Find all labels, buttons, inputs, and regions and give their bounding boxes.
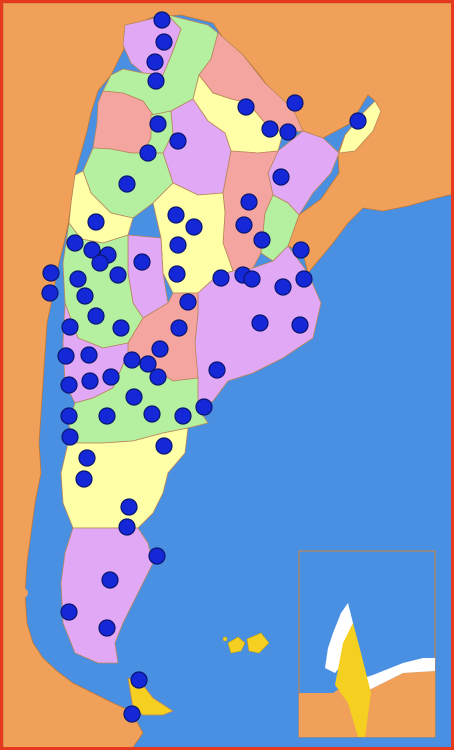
- location-marker-m3[interactable]: [146, 53, 164, 71]
- location-marker-m71[interactable]: [98, 619, 116, 637]
- location-marker-m62[interactable]: [61, 428, 79, 446]
- location-marker-m7[interactable]: [349, 112, 367, 130]
- location-marker-m25[interactable]: [91, 254, 109, 272]
- location-marker-m72[interactable]: [130, 671, 148, 689]
- location-marker-m18[interactable]: [87, 213, 105, 231]
- location-marker-m32[interactable]: [212, 269, 230, 287]
- location-marker-m38[interactable]: [76, 287, 94, 305]
- location-marker-m44[interactable]: [251, 314, 269, 332]
- location-marker-m16[interactable]: [235, 216, 253, 234]
- location-marker-m43[interactable]: [170, 319, 188, 337]
- location-marker-m1[interactable]: [153, 11, 171, 29]
- location-marker-m35[interactable]: [295, 270, 313, 288]
- location-marker-m36[interactable]: [274, 278, 292, 296]
- provinces: [60, 14, 382, 716]
- location-marker-m50[interactable]: [139, 355, 157, 373]
- location-marker-m66[interactable]: [120, 498, 138, 516]
- argentina-province-map: [3, 3, 451, 747]
- location-marker-m9[interactable]: [279, 123, 297, 141]
- location-marker-m45[interactable]: [291, 316, 309, 334]
- location-marker-m57[interactable]: [195, 398, 213, 416]
- location-marker-m5[interactable]: [237, 98, 255, 116]
- location-marker-m4[interactable]: [147, 72, 165, 90]
- location-marker-m31[interactable]: [168, 265, 186, 283]
- location-marker-m68[interactable]: [148, 547, 166, 565]
- location-marker-m69[interactable]: [101, 571, 119, 589]
- location-marker-m28[interactable]: [42, 264, 60, 282]
- location-marker-m70[interactable]: [60, 603, 78, 621]
- location-marker-m53[interactable]: [81, 372, 99, 390]
- location-marker-m23[interactable]: [83, 241, 101, 259]
- antarctic-inset: [298, 550, 436, 738]
- location-marker-m34[interactable]: [243, 270, 261, 288]
- location-marker-m11[interactable]: [169, 132, 187, 150]
- location-marker-m22[interactable]: [66, 234, 84, 252]
- location-marker-m60[interactable]: [143, 405, 161, 423]
- location-marker-m49[interactable]: [123, 351, 141, 369]
- location-marker-m37[interactable]: [41, 284, 59, 302]
- location-marker-m61[interactable]: [174, 407, 192, 425]
- location-marker-m73[interactable]: [123, 705, 141, 723]
- location-marker-m15[interactable]: [240, 193, 258, 211]
- location-marker-m42[interactable]: [112, 319, 130, 337]
- location-marker-m14[interactable]: [118, 175, 136, 193]
- location-marker-m6[interactable]: [286, 94, 304, 112]
- location-marker-m67[interactable]: [118, 518, 136, 536]
- falkland-islands: [222, 632, 270, 654]
- location-marker-m52[interactable]: [60, 376, 78, 394]
- location-marker-m21[interactable]: [169, 236, 187, 254]
- location-marker-m41[interactable]: [61, 318, 79, 336]
- location-marker-m58[interactable]: [60, 407, 78, 425]
- location-marker-m51[interactable]: [208, 361, 226, 379]
- location-marker-m64[interactable]: [78, 449, 96, 467]
- chile-islands: [11, 468, 115, 735]
- location-marker-m54[interactable]: [102, 368, 120, 386]
- location-marker-m19[interactable]: [167, 206, 185, 224]
- location-marker-m46[interactable]: [57, 347, 75, 365]
- location-marker-m12[interactable]: [139, 144, 157, 162]
- location-marker-m59[interactable]: [98, 407, 116, 425]
- location-marker-m56[interactable]: [125, 388, 143, 406]
- location-marker-m10[interactable]: [149, 115, 167, 133]
- location-marker-m20[interactable]: [185, 218, 203, 236]
- province-santa-cruz: [60, 527, 154, 664]
- location-marker-m39[interactable]: [179, 293, 197, 311]
- location-marker-m2[interactable]: [155, 33, 173, 51]
- location-marker-m30[interactable]: [109, 266, 127, 284]
- location-marker-m48[interactable]: [151, 340, 169, 358]
- location-marker-m55[interactable]: [149, 368, 167, 386]
- location-marker-m47[interactable]: [80, 346, 98, 364]
- location-marker-m27[interactable]: [292, 241, 310, 259]
- location-marker-m65[interactable]: [75, 470, 93, 488]
- location-marker-m17[interactable]: [253, 231, 271, 249]
- marker-layer: [41, 11, 367, 723]
- location-marker-m63[interactable]: [155, 437, 173, 455]
- location-marker-m13[interactable]: [272, 168, 290, 186]
- location-marker-m8[interactable]: [261, 120, 279, 138]
- location-marker-m26[interactable]: [133, 253, 151, 271]
- location-marker-m40[interactable]: [87, 307, 105, 325]
- location-marker-m29[interactable]: [69, 270, 87, 288]
